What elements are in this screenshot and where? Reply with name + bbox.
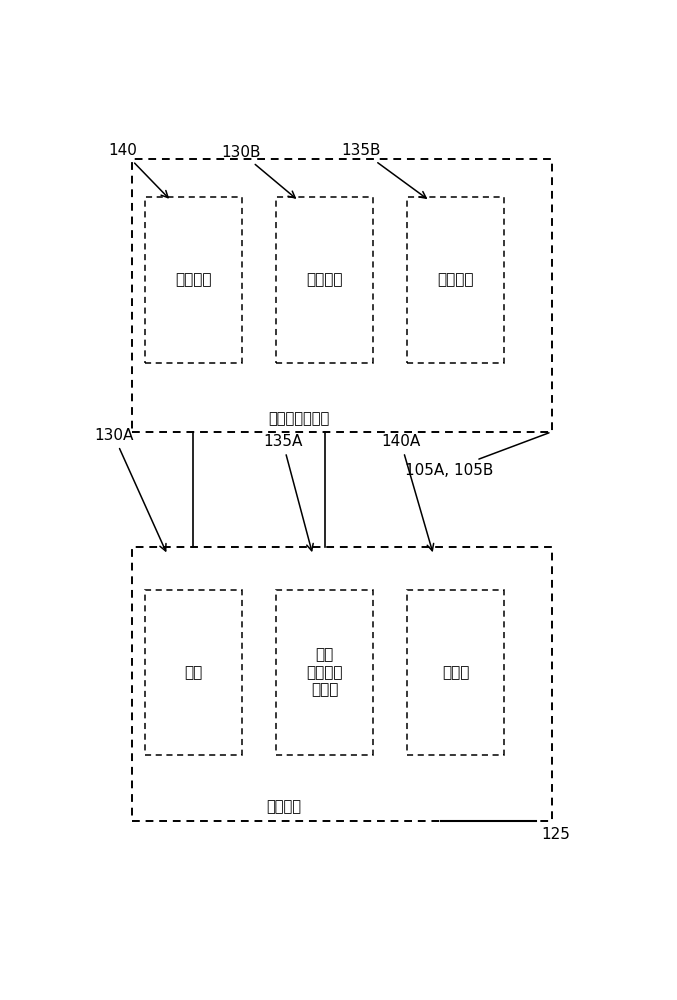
Text: 105A, 105B: 105A, 105B	[405, 433, 549, 478]
Text: 光源: 光源	[184, 665, 202, 680]
Text: 消融装置: 消融装置	[175, 272, 212, 287]
Text: 130B: 130B	[221, 145, 295, 198]
Text: 照射装置: 照射装置	[307, 272, 343, 287]
Bar	[276, 590, 373, 755]
Text: 140A: 140A	[381, 434, 434, 551]
Bar	[408, 590, 504, 755]
Bar	[132, 158, 552, 432]
Text: 140: 140	[108, 143, 168, 198]
Text: 外部仪器: 外部仪器	[267, 800, 301, 815]
Text: 显示器: 显示器	[442, 665, 470, 680]
Text: 135B: 135B	[342, 143, 427, 198]
Text: 135A: 135A	[263, 434, 313, 551]
Bar	[408, 197, 504, 363]
Text: 可充气球囊导管: 可充气球囊导管	[268, 411, 330, 426]
Text: 130A: 130A	[94, 428, 166, 551]
Bar	[145, 197, 242, 363]
Bar	[132, 547, 552, 821]
Text: 125: 125	[541, 827, 570, 842]
Text: 具有
滤光器的
照相机: 具有 滤光器的 照相机	[307, 648, 343, 697]
Bar	[276, 197, 373, 363]
Bar	[145, 590, 242, 755]
Text: 成像装置: 成像装置	[437, 272, 474, 287]
